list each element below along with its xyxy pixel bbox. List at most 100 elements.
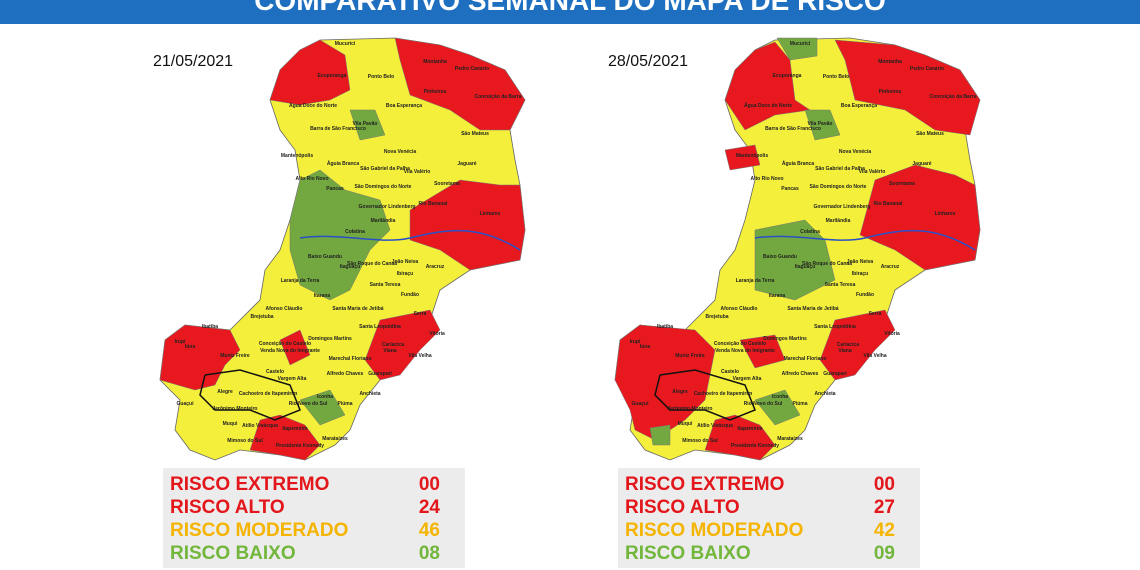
municipality-label: Afonso Cláudio bbox=[721, 306, 758, 312]
municipality-label: Iúna bbox=[185, 344, 195, 350]
map-panel: 28/05/2021 Mucurici Montanha Pedro Canário E… bbox=[608, 37, 981, 568]
municipality-label: Anchieta bbox=[359, 391, 380, 397]
municipality-label: Pedro Canário bbox=[910, 66, 944, 72]
municipality-label: São Gabriel da Palha bbox=[815, 166, 865, 172]
municipality-label: São Domingos do Norte bbox=[810, 184, 867, 190]
municipality-label: Presidente Kennedy bbox=[731, 443, 779, 449]
municipality-label: Laranja da Terra bbox=[281, 278, 320, 284]
municipality-label: Vitória bbox=[429, 331, 445, 337]
municipality-label: Irupi bbox=[175, 339, 186, 345]
municipality-label: Linhares bbox=[480, 211, 501, 217]
municipality-label: Iconha bbox=[772, 394, 788, 400]
municipality-label: Pinheiros bbox=[879, 89, 902, 95]
municipality-label: Marataízes bbox=[322, 436, 348, 442]
municipality-label: Santa Teresa bbox=[370, 282, 401, 288]
municipality-label: Alfredo Chaves bbox=[327, 371, 364, 377]
municipality-label: Boa Esperança bbox=[386, 103, 422, 109]
municipality-label: São Roque do Canaã bbox=[347, 261, 397, 267]
legend-label: RISCO BAIXO bbox=[625, 543, 751, 564]
risk-region bbox=[776, 37, 818, 61]
municipality-label: Irupi bbox=[630, 339, 641, 345]
municipality-label: Conceição da Barra bbox=[930, 94, 977, 100]
municipality-label: Brejetuba bbox=[250, 314, 273, 320]
municipality-label: Pedro Canário bbox=[455, 66, 489, 72]
risk-region bbox=[724, 41, 811, 131]
municipality-label: São Mateus bbox=[461, 131, 489, 137]
municipality-label: Domingos Martins bbox=[308, 336, 352, 342]
legend-label: RISCO MODERADO bbox=[170, 520, 348, 541]
municipality-label: Jaguaré bbox=[457, 161, 476, 167]
risk-region bbox=[409, 179, 526, 271]
municipality-label: Guarapari bbox=[368, 371, 392, 377]
municipality-label: São Domingos do Norte bbox=[355, 184, 412, 190]
legend-count: 27 bbox=[874, 497, 895, 518]
municipality-label: Barra de São Francisco bbox=[310, 126, 366, 132]
municipality-label: Piúma bbox=[337, 401, 352, 407]
municipality-label: Itaguaçu bbox=[795, 264, 816, 270]
municipality-label: Rio Novo do Sul bbox=[744, 401, 783, 407]
municipality-label: Venda Nova do Imigrante bbox=[715, 348, 775, 354]
page-title: COMPARATIVO SEMANAL DO MAPA DE RISCO bbox=[254, 0, 886, 16]
municipality-label: Atílio Vivácqua bbox=[242, 423, 278, 429]
risk-region bbox=[724, 144, 761, 171]
risk-region bbox=[614, 324, 716, 441]
municipality-label: Itapemirim bbox=[737, 426, 763, 432]
municipality-label: Santa Maria de Jetibá bbox=[787, 306, 838, 312]
municipality-label: Laranja da Terra bbox=[736, 278, 775, 284]
municipality-label: Afonso Cláudio bbox=[266, 306, 303, 312]
municipality-label: Barra de São Francisco bbox=[765, 126, 821, 132]
municipality-label: Mantenópolis bbox=[736, 153, 768, 159]
legend-count: 00 bbox=[874, 474, 895, 495]
municipality-label: Santa Leopoldina bbox=[814, 324, 856, 330]
municipality-label: Aracruz bbox=[426, 264, 445, 270]
risk-region bbox=[804, 109, 841, 141]
municipality-label: Pancas bbox=[326, 186, 344, 192]
municipality-label: Águia Branca bbox=[782, 160, 814, 167]
municipality-label: Baixo Guandu bbox=[308, 254, 342, 260]
legend-count: 00 bbox=[419, 474, 440, 495]
municipality-label: Cariacica bbox=[837, 342, 859, 348]
municipality-label: Ecoporanga bbox=[773, 73, 802, 79]
municipality-label: Jerônimo Monteiro bbox=[667, 406, 712, 412]
municipality-label: Ecoporanga bbox=[318, 73, 347, 79]
municipality-label: Vila Pavão bbox=[353, 121, 378, 127]
risk-region bbox=[754, 219, 836, 301]
municipality-label: Guarapari bbox=[823, 371, 847, 377]
municipality-label: Viana bbox=[383, 348, 396, 354]
municipality-label: Ibiraçu bbox=[397, 271, 413, 277]
municipality-label: Alto Rio Novo bbox=[295, 176, 328, 182]
municipality-label: Alto Rio Novo bbox=[750, 176, 783, 182]
municipality-label: Conceição da Barra bbox=[475, 94, 522, 100]
municipality-label: Muniz Freire bbox=[220, 353, 250, 359]
risk-region bbox=[754, 389, 801, 426]
municipality-label: Colatina bbox=[345, 229, 365, 235]
municipality-label: Ponto Belo bbox=[368, 74, 394, 80]
legend-label: RISCO MODERADO bbox=[625, 520, 803, 541]
risk-region bbox=[289, 169, 391, 301]
legend-count: 08 bbox=[419, 543, 440, 564]
risk-region bbox=[394, 37, 526, 131]
municipality-label: Pinheiros bbox=[424, 89, 447, 95]
river bbox=[754, 229, 976, 251]
title-bar bbox=[0, 0, 1140, 24]
municipality-label: Venda Nova do Imigrante bbox=[260, 348, 320, 354]
municipality-label: Alegre bbox=[217, 389, 233, 395]
risk-region bbox=[739, 334, 786, 369]
municipality-label: Guaçuí bbox=[177, 401, 195, 407]
municipality-label: São Mateus bbox=[916, 131, 944, 137]
municipality-label: Nova Venécia bbox=[384, 149, 416, 155]
risk-region bbox=[299, 389, 346, 426]
municipality-label: Vila Valério bbox=[859, 169, 886, 175]
legend-count: 46 bbox=[419, 520, 440, 541]
municipality-label: Itaguaçu bbox=[340, 264, 361, 270]
municipality-label: Viana bbox=[838, 348, 851, 354]
risk-region bbox=[279, 329, 311, 366]
municipality-label: Sooretama bbox=[434, 181, 460, 187]
municipality-label: Guaçuí bbox=[632, 401, 650, 407]
municipality-label: Vila Valério bbox=[404, 169, 431, 175]
municipality-label: Marechal Floriano bbox=[329, 356, 372, 362]
municipality-label: Marilândia bbox=[826, 218, 851, 224]
municipality-label: Rio Novo do Sul bbox=[289, 401, 328, 407]
municipality-label: Itarana bbox=[769, 293, 786, 299]
